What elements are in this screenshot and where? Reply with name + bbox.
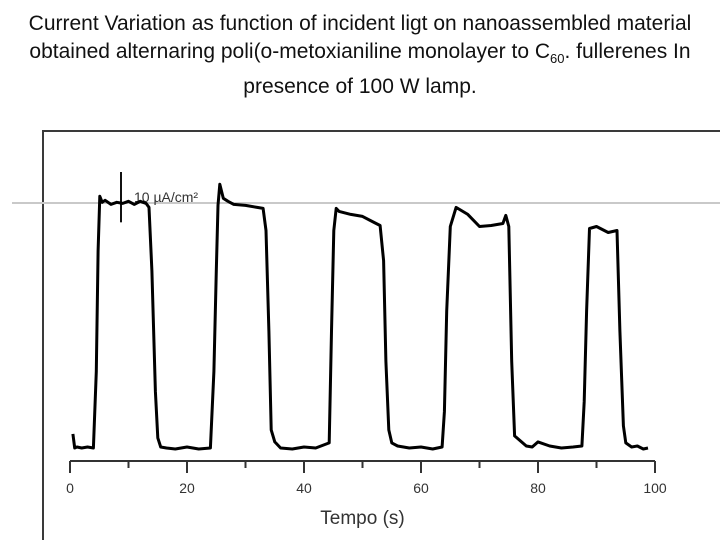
caption-line-1: Current Variation as function of inciden… [28,12,692,35]
x-tick-label: 20 [179,480,195,496]
x-tick-label: 80 [530,480,546,496]
scale-bar: 10 µA/cm² [120,172,198,223]
x-tick-label: 60 [413,480,429,496]
horizontal-rule [12,202,720,204]
x-tick-label: 100 [643,480,667,496]
scale-bar-label: 10 µA/cm² [134,189,198,205]
caption-line-2-suffix: . fullerenes In [564,40,691,63]
x-axis-ticks: 0 20 40 60 80 100 [66,461,667,496]
plot-frame [42,130,720,540]
caption-line-2-prefix: obtained alternaring poli(o-metoxianilin… [29,40,551,63]
caption-line-2: obtained alternaring poli(o-metoxianilin… [0,38,720,73]
x-axis-title: Tempo (s) [320,508,404,529]
caption-subscript: 60 [550,51,565,67]
caption-line-3: presence of 100 W lamp. [243,75,477,99]
x-tick-label: 0 [66,480,74,496]
x-tick-label: 40 [296,480,312,496]
figure-caption: Current Variation as function of inciden… [0,10,720,101]
photocurrent-series-line [71,182,649,451]
